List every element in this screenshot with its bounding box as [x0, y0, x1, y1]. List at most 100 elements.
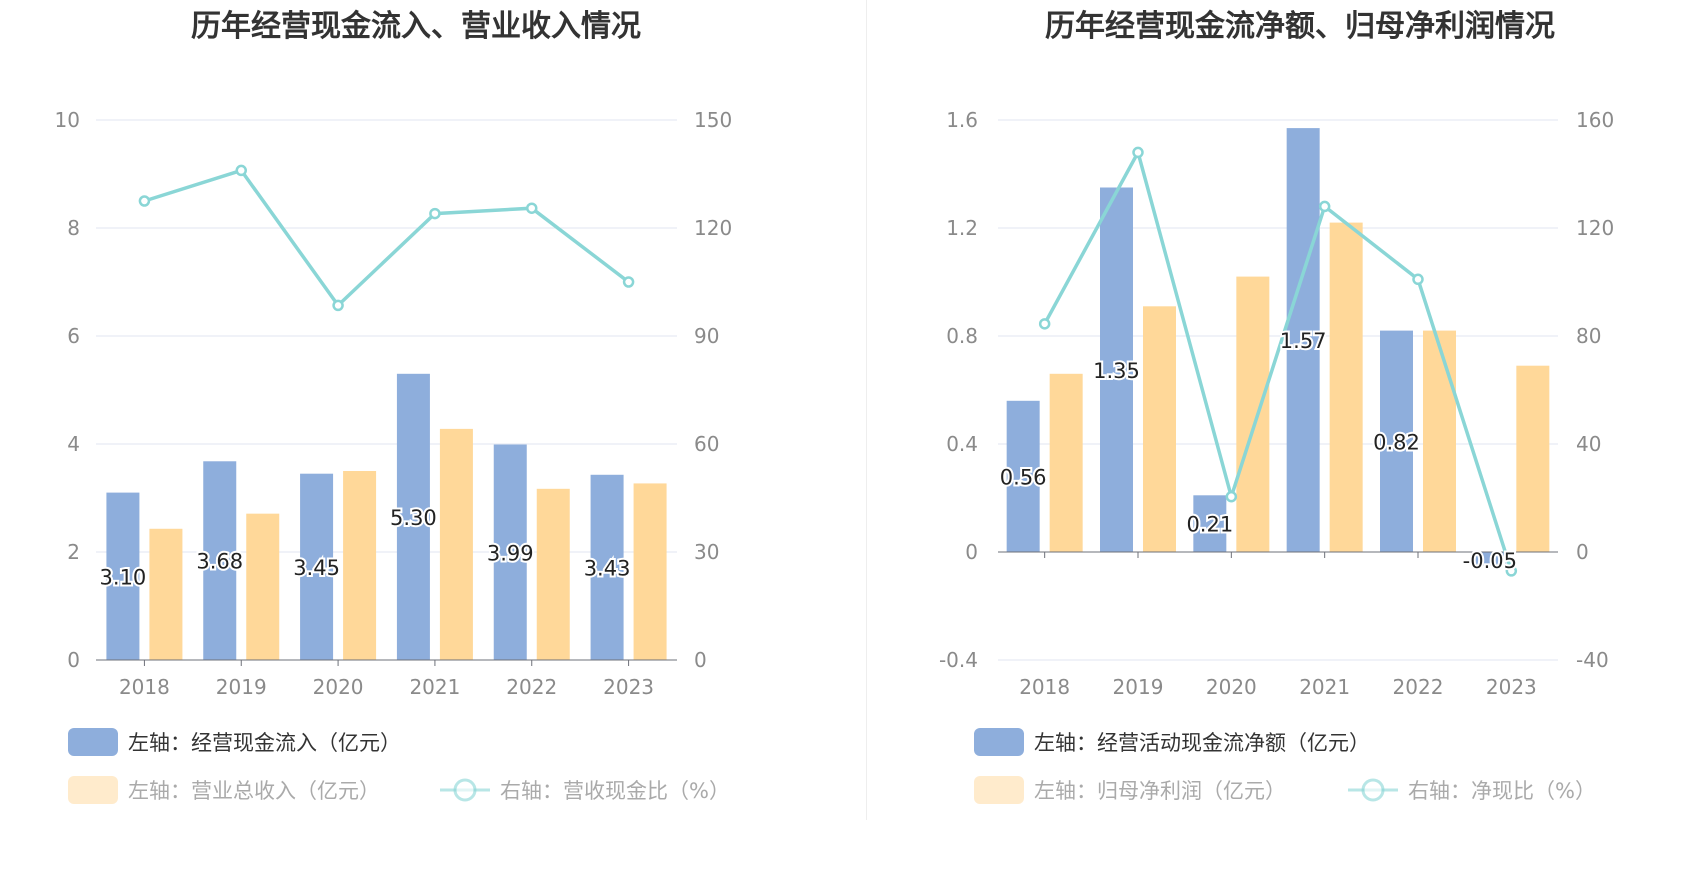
legend-label: 左轴：经营现金流入（亿元） [128, 731, 401, 755]
bar-series-1 [1100, 187, 1133, 552]
legend-label: 右轴：净现比（%） [1408, 779, 1596, 803]
left-axis-tick: 0.8 [946, 324, 978, 348]
bar-series-2 [1049, 373, 1083, 552]
bar-series-1 [396, 373, 430, 660]
legend-item[interactable]: 左轴：经营现金流入（亿元） [68, 728, 401, 756]
x-axis-tick: 2018 [119, 675, 170, 699]
legend-item[interactable]: 右轴：净现比（%） [1348, 778, 1596, 803]
bar-series-2 [1423, 330, 1456, 552]
chart-panel-cash-inflow-revenue: 历年经营现金流入、营业收入情况 0 0 2 30 4 60 6 90 8 120 10 150 2018 2… [55, 9, 732, 804]
x-axis-tick: 2023 [1486, 675, 1537, 699]
chart-title: 历年经营现金流入、营业收入情况 [191, 9, 641, 44]
data-label: 0.82 [1373, 430, 1420, 454]
right-axis-tick: 80 [1576, 324, 1601, 348]
bar-series-2 [1516, 365, 1550, 552]
line-point [138, 195, 151, 207]
line-point [1318, 200, 1331, 213]
bar-series-2 [149, 528, 183, 660]
right-axis-tick: 0 [694, 648, 707, 672]
right-axis-tick: 120 [1576, 216, 1614, 240]
bar-series-2 [343, 471, 377, 660]
left-axis-tick: 1.6 [946, 108, 978, 132]
bar-series-2 [246, 513, 280, 660]
legend-swatch-marker [1361, 778, 1385, 802]
legend-item[interactable]: 右轴：营收现金比（%） [440, 778, 730, 803]
x-axis-tick: 2020 [313, 675, 364, 699]
left-axis-tick: 4 [67, 432, 80, 456]
data-label: 0.56 [1000, 465, 1047, 489]
line-point [332, 299, 344, 312]
x-axis-tick: 2019 [216, 675, 267, 699]
right-axis-tick: 40 [1576, 432, 1601, 456]
left-axis-tick: 0.4 [946, 432, 978, 456]
panel-divider [866, 0, 867, 820]
x-axis-tick: 2022 [1393, 675, 1444, 699]
chart-cash-inflow-revenue: 历年经营现金流入、营业收入情况 0 0 2 30 4 60 6 90 8 120 10 150 2018 2… [55, 9, 732, 804]
x-axis-tick: 2023 [603, 675, 654, 699]
data-label: 3.99 [487, 541, 534, 565]
line-point [1225, 490, 1238, 503]
data-label: 1.35 [1093, 359, 1140, 383]
x-axis-tick: 2019 [1113, 675, 1164, 699]
legend-swatch [974, 728, 1024, 756]
legend-label: 左轴：营业总收入（亿元） [128, 779, 380, 803]
bar-series-2 [1143, 306, 1176, 552]
right-axis-tick: 60 [694, 432, 719, 456]
x-axis-tick: 2021 [1299, 675, 1350, 699]
data-label: 3.45 [293, 556, 340, 580]
legend-label: 左轴：经营活动现金流净额（亿元） [1034, 731, 1370, 755]
line-point [1505, 565, 1518, 577]
line-point [1412, 273, 1424, 286]
bar-series-1 [203, 461, 237, 660]
left-axis-tick: 10 [55, 108, 80, 132]
bar-series-1 [590, 474, 624, 660]
data-label: 3.10 [100, 565, 147, 589]
bar-series-2 [633, 483, 667, 660]
bar-series-1 [1006, 400, 1040, 552]
legend-swatch [974, 776, 1024, 804]
right-axis-tick: 0 [1576, 540, 1589, 564]
legend-swatch-marker [453, 778, 477, 802]
data-label: 0.21 [1186, 513, 1233, 537]
legend-swatch [68, 728, 118, 756]
right-axis-tick: 150 [694, 108, 732, 132]
legend-item[interactable]: 左轴：归母净利润（亿元） [974, 776, 1286, 804]
legend-item[interactable]: 左轴：营业总收入（亿元） [68, 776, 380, 804]
line-series [1043, 147, 1514, 572]
line-point [526, 202, 538, 214]
data-label: -0.05 [1463, 549, 1517, 573]
legend-label: 右轴：营收现金比（%） [500, 779, 730, 803]
chart-title: 历年经营现金流净额、归母净利润情况 [1045, 9, 1555, 44]
bar-series-1 [1193, 495, 1227, 552]
x-axis-tick: 2020 [1206, 675, 1257, 699]
bar-series-2 [1236, 276, 1270, 552]
line-series [143, 168, 630, 309]
line-point [429, 207, 441, 220]
bar-series-2 [439, 428, 473, 660]
x-axis-tick: 2021 [409, 675, 460, 699]
left-axis-tick: -0.4 [939, 648, 978, 672]
left-axis-tick: 6 [67, 324, 80, 348]
left-axis-tick: 8 [67, 216, 80, 240]
line-point [622, 276, 635, 288]
bar-series-2 [536, 488, 570, 660]
x-axis-tick: 2022 [506, 675, 557, 699]
line-point [235, 164, 247, 177]
data-label: 3.68 [196, 550, 243, 574]
chart-panel-net-cash-flow-profit: 历年经营现金流净额、归母净利润情况 -0.4 -40 0 0 0.4 40 0.8 80 1.2 1… [850, 0, 1700, 874]
left-axis-tick: 2 [67, 540, 80, 564]
bar-series-1 [106, 492, 140, 660]
right-axis-tick: 30 [694, 540, 719, 564]
data-label: 3.43 [584, 556, 631, 580]
legend-item[interactable]: 左轴：经营活动现金流净额（亿元） [974, 728, 1370, 756]
bar-series-1 [1380, 330, 1413, 552]
data-label: 1.57 [1280, 329, 1327, 353]
bar-series-1 [1286, 128, 1320, 552]
right-axis-tick: 120 [694, 216, 732, 240]
legend-swatch [68, 776, 118, 804]
chart-net-cash-flow-profit: 历年经营现金流净额、归母净利润情况 -0.4 -40 0 0 0.4 40 0.8 80 1.2 1… [939, 9, 1614, 804]
left-axis-tick: 0 [67, 648, 80, 672]
x-axis-tick: 2018 [1019, 675, 1070, 699]
bar-series-1 [1473, 552, 1507, 566]
right-axis-tick: -40 [1576, 648, 1609, 672]
